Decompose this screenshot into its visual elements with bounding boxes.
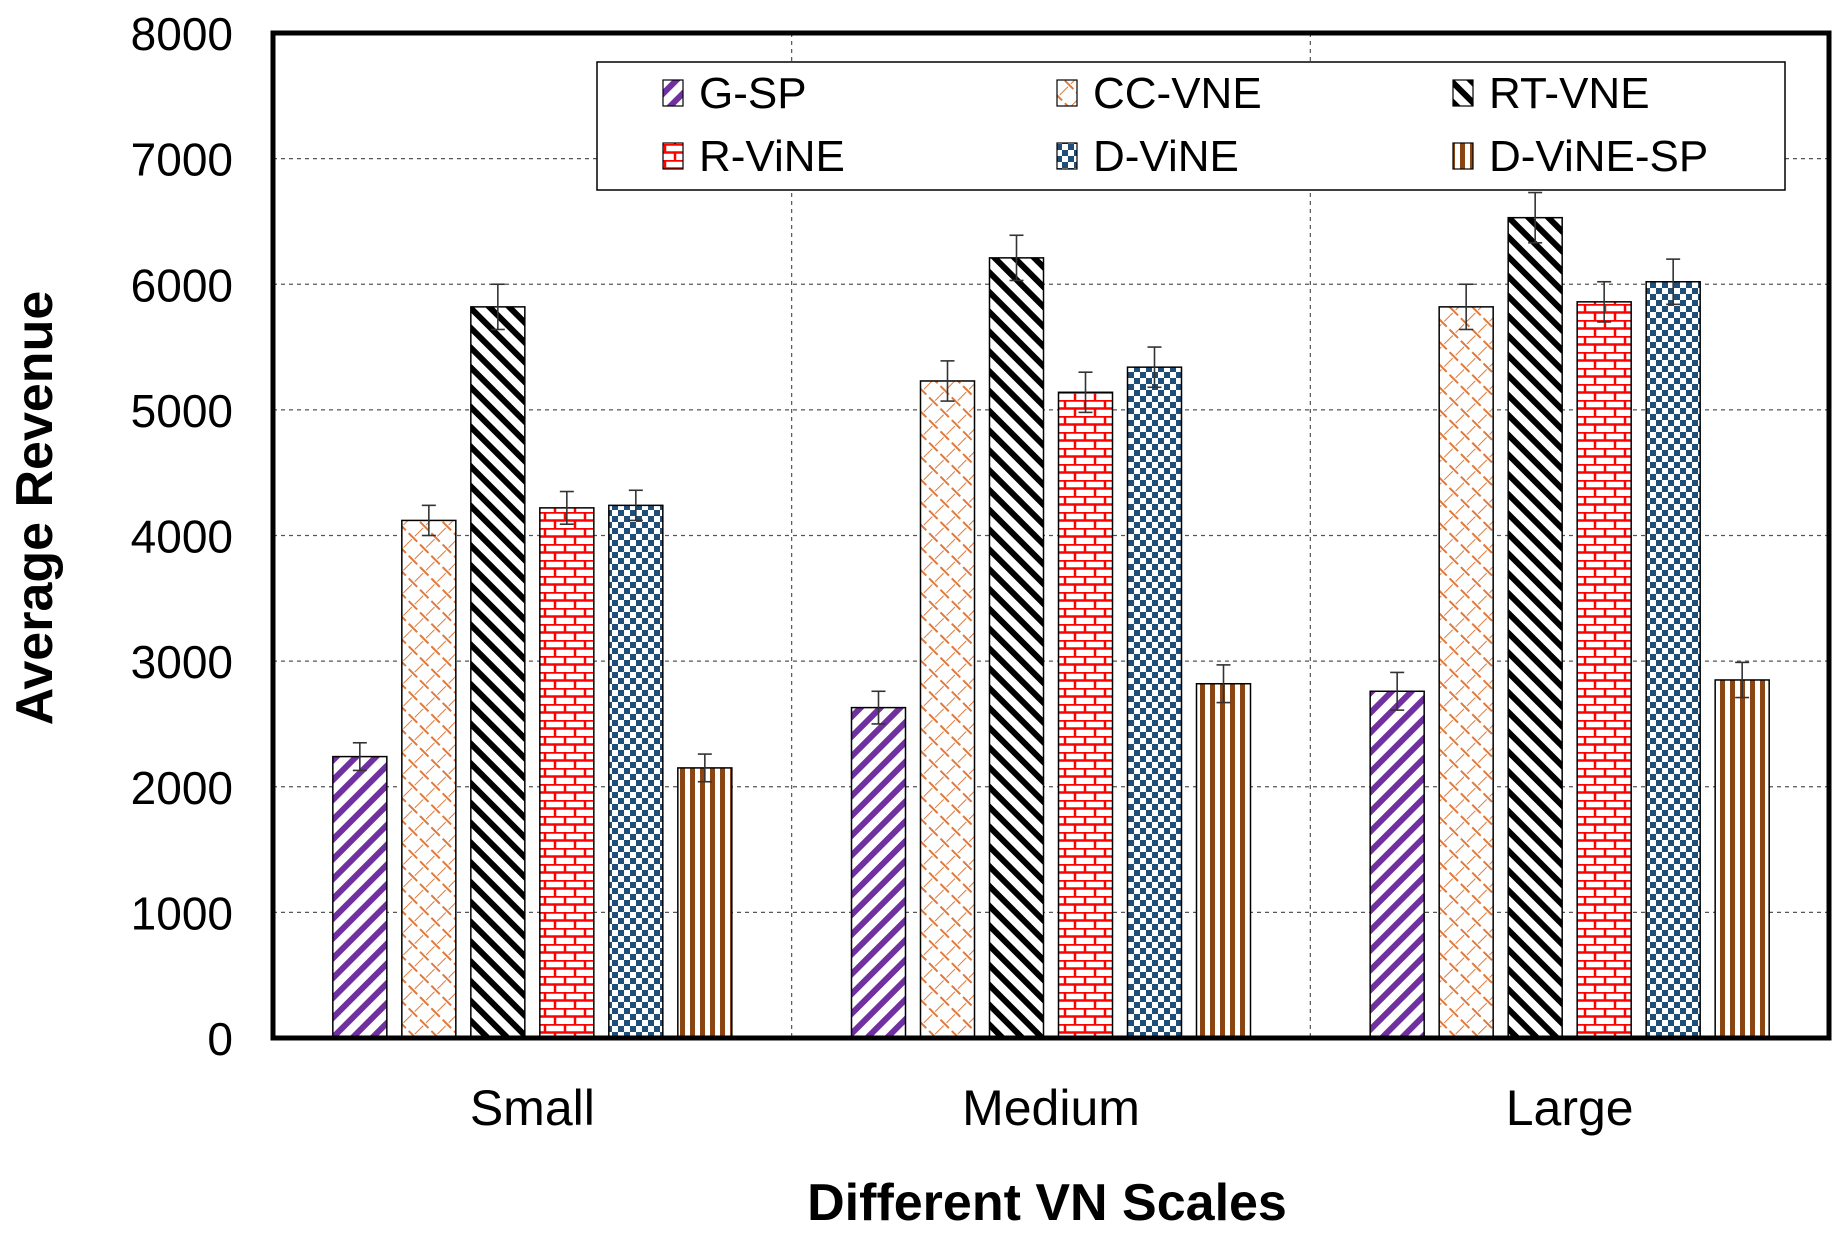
bar-d-vine-sp-medium <box>1195 682 1252 1039</box>
bar-d-vine-sp-large <box>1714 679 1770 1039</box>
y-tick-label: 6000 <box>131 259 233 311</box>
legend-label: CC-VNE <box>1093 69 1262 118</box>
bar-d-vine-small <box>608 504 664 1039</box>
legend-label: D-ViNE <box>1093 132 1239 181</box>
bars <box>332 191 1770 1039</box>
bar-cc-vne-medium <box>919 380 976 1039</box>
y-tick-label: 2000 <box>131 762 233 814</box>
y-tick-label: 4000 <box>131 511 233 563</box>
bar-g-sp-medium <box>850 706 907 1039</box>
y-tick-label: 1000 <box>131 887 233 939</box>
legend-swatch <box>662 142 684 170</box>
legend-label: G-SP <box>699 69 807 118</box>
bar-g-sp-large <box>1369 690 1425 1039</box>
legend-box <box>596 61 1786 191</box>
bar-g-sp-small <box>332 755 388 1039</box>
bar-cc-vne-small <box>401 519 457 1039</box>
x-axis-label: Different VN Scales <box>807 1174 1287 1232</box>
y-tick-label: 8000 <box>131 8 233 60</box>
y-tick-label: 5000 <box>131 385 233 437</box>
bar-rt-vne-medium <box>988 257 1045 1039</box>
y-tick-label: 3000 <box>131 636 233 688</box>
bar-d-vine-sp-small <box>677 767 733 1039</box>
grid-lines <box>273 33 1829 1038</box>
bar-r-vine-medium <box>1057 391 1114 1039</box>
legend-label: R-ViNE <box>699 132 845 181</box>
legend-label: RT-VNE <box>1489 69 1650 118</box>
axes: 0 1000 2000 3000 4000 5000 6000 7000 8000 Small Me… <box>131 8 1832 1136</box>
legend-swatch <box>1452 79 1474 107</box>
bar-d-vine-medium <box>1126 366 1183 1039</box>
y-tick-label: 0 <box>207 1013 233 1065</box>
y-tick-label: 7000 <box>131 134 233 186</box>
bar-rt-vne-small <box>470 306 526 1039</box>
legend-swatch <box>662 79 684 107</box>
legend-swatch <box>1056 79 1078 107</box>
bar-r-vine-small <box>539 507 595 1039</box>
bar-d-vine-large <box>1645 280 1701 1039</box>
x-tick-label: Large <box>1506 1080 1634 1136</box>
legend: G-SP CC-VNE RT-VNE R-ViNE D-ViNE D-ViNE-SP <box>596 61 1786 191</box>
x-tick-label: Small <box>470 1080 595 1136</box>
bar-cc-vne-large <box>1438 306 1494 1039</box>
x-tick-label: Medium <box>962 1080 1140 1136</box>
bar-rt-vne-large <box>1507 216 1563 1039</box>
plot-frame <box>270 30 1832 1041</box>
legend-swatch <box>1452 142 1474 170</box>
bar-r-vine-large <box>1576 301 1632 1039</box>
legend-label: D-ViNE-SP <box>1489 132 1708 181</box>
y-axis-label: Average Revenue <box>6 291 64 726</box>
legend-swatch <box>1056 142 1078 170</box>
